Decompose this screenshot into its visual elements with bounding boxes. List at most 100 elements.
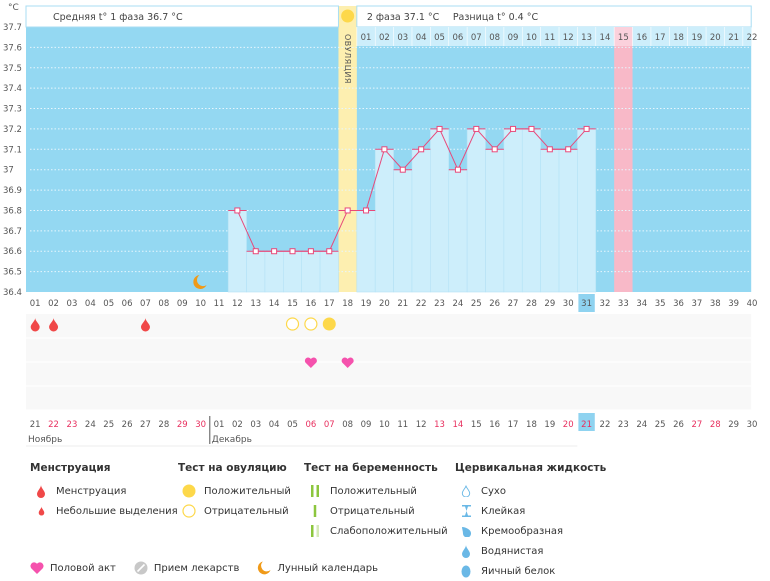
legend-label: Положительный [204, 485, 291, 497]
temperature-point [344, 207, 351, 214]
sun-filled-icon [178, 484, 200, 498]
luteal-day-label: 12 [563, 33, 574, 43]
legend-item-sticky: Клейкая [455, 501, 606, 521]
cycle-day-label: 27 [508, 299, 519, 309]
luteal-day-label: 13 [581, 33, 592, 43]
date-label: 02 [232, 420, 243, 430]
legend-item-pregnancy-faint: Слабоположительный [304, 521, 448, 541]
cycle-day-label: 26 [489, 299, 500, 309]
y-tick-label: 37.1 [3, 145, 22, 155]
temperature-bar [301, 250, 321, 293]
legend-item-pregnancy-positive: Положительный [304, 481, 448, 501]
y-tick-label: 36.4 [3, 288, 22, 298]
weekend-date-label: 13 [434, 420, 445, 430]
temperature-point [491, 146, 498, 153]
y-tick-label: 36.8 [3, 206, 22, 216]
luteal-day-label: 19 [691, 33, 702, 43]
cycle-day-label: 23 [434, 299, 445, 309]
luteal-day-label: 04 [416, 33, 427, 43]
luteal-day-label: 15 [618, 33, 629, 43]
ovulation-sun-icon [341, 9, 355, 23]
cycle-day-label: 08 [158, 299, 169, 309]
luteal-day-label: 02 [379, 33, 390, 43]
water-drop-icon [455, 544, 477, 558]
weekend-date-label: 23 [67, 420, 78, 430]
date-label: 26 [673, 420, 684, 430]
legend-pregnancy-test: Тест на беременность Положительный Отриц… [304, 462, 448, 541]
legend-cervical-fluid: Цервикальная жидкость Сухо Клейкая Кремо… [455, 462, 606, 581]
y-tick-label: 37.7 [3, 23, 22, 33]
egg-white-icon [455, 565, 477, 578]
temperature-bar [430, 128, 450, 293]
y-tick-label: 37.6 [3, 43, 22, 53]
small-blood-drop-icon [30, 506, 52, 516]
two-lines-icon [304, 485, 326, 497]
date-label: 28 [158, 420, 169, 430]
heart-icon [304, 357, 317, 368]
weekend-date-label: 20 [563, 420, 574, 430]
legend-menstruation-title: Менструация [30, 462, 111, 474]
cycle-day-label: 06 [122, 299, 133, 309]
date-label: 25 [655, 420, 666, 430]
luteal-day-label: 10 [526, 33, 537, 43]
luteal-day-label: 11 [544, 33, 555, 43]
cycle-day-label: 11 [214, 299, 225, 309]
cycle-day-label: 15 [287, 299, 298, 309]
luteal-day-label: 18 [673, 33, 684, 43]
legend-label: Отрицательный [330, 505, 415, 517]
current-day-highlight [578, 294, 595, 312]
blood-drop-icon [30, 318, 40, 332]
luteal-day-label: 21 [728, 33, 739, 43]
month-label: Декабрь [212, 435, 252, 445]
luteal-day-label: 09 [508, 33, 519, 43]
temperature-point [528, 125, 535, 132]
temperature-bar [246, 250, 266, 293]
temperature-point [473, 125, 480, 132]
faint-lines-icon [304, 525, 326, 537]
expected-period-column [614, 46, 633, 292]
luteal-day-label: 01 [361, 33, 372, 43]
date-label: 21 [30, 420, 41, 430]
legend-label: Половой акт [50, 562, 116, 574]
cycle-day-label: 35 [655, 299, 666, 309]
weekend-date-label: 29 [177, 420, 188, 430]
luteal-day-label: 14 [600, 33, 611, 43]
temperature-bar [485, 149, 505, 293]
phase1-panel [25, 5, 339, 28]
cycle-day-label: 07 [140, 299, 151, 309]
temperature-point [510, 125, 517, 132]
temperature-point [436, 125, 443, 132]
cycle-day-label: 18 [342, 299, 353, 309]
legend-cervical-title: Цервикальная жидкость [455, 462, 607, 474]
legend-ovulation-test: Тест на овуляцию Положительный Отрицател… [178, 462, 291, 521]
legend-pregnancy-title: Тест на беременность [304, 462, 438, 474]
date-label: 08 [342, 420, 353, 430]
cycle-day-label: 22 [416, 299, 427, 309]
cycle-day-label: 17 [324, 299, 335, 309]
weekend-date-label: 14 [453, 420, 464, 430]
date-label: 10 [379, 420, 390, 430]
luteal-day-label: 07 [471, 33, 482, 43]
blood-drop-icon [49, 318, 59, 332]
weekend-date-label: 21 [581, 420, 592, 430]
temperature-bar [448, 169, 468, 293]
y-tick-label: 36.7 [3, 227, 22, 237]
cycle-day-label: 05 [103, 299, 114, 309]
date-label: 24 [85, 420, 96, 430]
temperature-difference: Разница t° 0.4 °C [453, 12, 539, 23]
temperature-point [326, 248, 333, 255]
legend-ovulation-title: Тест на овуляцию [178, 462, 287, 474]
phase2-average: 2 фаза 37.1 °C [367, 12, 440, 23]
legend-label: Лунный календарь [277, 562, 378, 574]
date-label: 26 [122, 420, 133, 430]
legend-item-ovulation-positive: Положительный [178, 481, 291, 501]
temperature-bar [393, 169, 413, 293]
date-label: 12 [416, 420, 427, 430]
date-label: 09 [361, 420, 372, 430]
ovulation-test-negative-icon [304, 317, 318, 331]
cycle-day-label: 29 [544, 299, 555, 309]
date-label: 17 [508, 420, 519, 430]
temperature-bar [283, 250, 303, 293]
cycle-day-label: 24 [453, 299, 464, 309]
legend-item-spotting: Небольшие выделения [30, 501, 178, 521]
